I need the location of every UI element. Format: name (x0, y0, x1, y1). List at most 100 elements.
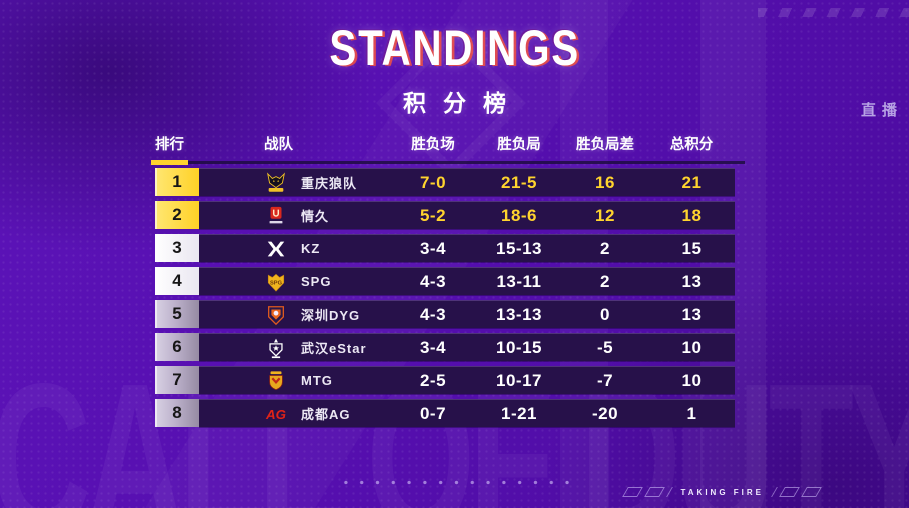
points: 10 (681, 337, 702, 357)
wl-matches: 0-7 (419, 403, 447, 423)
taking-fire-deco: TAKING FIRE (622, 487, 822, 497)
dyg-logo (265, 304, 287, 326)
team-name: 成都AG (301, 407, 351, 422)
game-diff: 12 (595, 205, 615, 225)
rank-cell: 7 (155, 366, 199, 394)
rank-value: 1 (172, 172, 182, 191)
wolves-logo (265, 171, 287, 194)
wl-games: 10-15 (496, 337, 542, 357)
table-row: 5 深圳DYG 4-3 13-13 0 13 (155, 300, 735, 328)
rank-value: 4 (172, 271, 182, 290)
row-band: SPG SPG 4-3 13-11 2 13 (199, 267, 735, 295)
rank-cell: 3 (155, 234, 199, 262)
rank-value: 3 (172, 238, 182, 257)
wl-matches: 7-0 (419, 172, 447, 192)
header-rank: 排行 (155, 137, 184, 153)
table-row: 4 SPG SPG 4-3 13-11 2 13 (155, 267, 735, 295)
team-name: 武汉eStar (301, 341, 367, 356)
svg-text:SPG: SPG (270, 280, 283, 286)
rank-value: 2 (172, 205, 182, 224)
team-cell: SPG SPG (199, 268, 390, 295)
table-body: 1 重庆狼队 7-0 21-5 16 21 2 情久 (155, 168, 735, 427)
points: 15 (681, 238, 702, 258)
row-band: KZ 3-4 15-13 2 15 (199, 234, 735, 262)
team-cell: 情久 (199, 202, 390, 229)
slash-icon (666, 487, 674, 497)
parallelogram-icon (779, 487, 800, 497)
header-wl-games: 胜负局 (497, 137, 541, 153)
header-game-diff: 胜负局差 (576, 137, 634, 153)
team-name: SPG (301, 274, 332, 289)
points: 10 (681, 370, 702, 390)
estar-logo (265, 337, 287, 359)
rank-value: 7 (172, 370, 182, 389)
page-title: STANDINGS (329, 19, 580, 76)
rank-cell: 6 (155, 333, 199, 361)
wl-matches: 3-4 (419, 238, 447, 258)
header-wl-matches: 胜负场 (411, 137, 455, 153)
game-diff: 0 (600, 304, 610, 324)
points: 21 (681, 172, 702, 192)
team-name: 情久 (301, 209, 330, 224)
rank-value: 8 (172, 403, 182, 422)
wl-matches: 4-3 (419, 304, 447, 324)
team-name: 重庆狼队 (301, 176, 358, 191)
standings-table: 排行 战队 胜负场 胜负局 胜负局差 总积分 1 重庆狼队 7-0 21-5 1… (151, 131, 745, 427)
wl-matches: 3-4 (419, 337, 447, 357)
row-band: 情久 5-2 18-6 12 18 (199, 201, 735, 229)
wl-matches: 2-5 (419, 370, 447, 390)
header-underline-gold-segment (151, 160, 188, 165)
table-row: 2 情久 5-2 18-6 12 18 (155, 201, 735, 229)
kz-logo (265, 238, 287, 260)
game-diff: 16 (595, 172, 615, 192)
table-row: 6 武汉eStar 3-4 10-15 -5 10 (155, 333, 735, 361)
table-row: 7 MTG 2-5 10-17 -7 10 (155, 366, 735, 394)
table-header-row: 排行 战队 胜负场 胜负局 胜负局差 总积分 (155, 131, 735, 156)
wl-games: 21-5 (500, 172, 538, 192)
hatch-stripes-deco (758, 8, 909, 17)
wl-matches: 4-3 (419, 271, 447, 291)
points: 13 (681, 304, 702, 324)
table-row: 3 KZ 3-4 15-13 2 15 (155, 234, 735, 262)
table-row: 1 重庆狼队 7-0 21-5 16 21 (155, 168, 735, 196)
row-band: AG 成都AG 0-7 1-21 -20 1 (199, 399, 735, 427)
row-band: 深圳DYG 4-3 13-13 0 13 (199, 300, 735, 328)
points: 1 (686, 403, 697, 423)
rank-value: 5 (172, 304, 182, 323)
taking-fire-label: TAKING FIRE (680, 487, 764, 497)
live-tab[interactable]: 直播 (860, 102, 903, 119)
parallelogram-icon (801, 487, 822, 497)
mtg-logo (265, 370, 287, 392)
wl-games: 15-13 (496, 238, 542, 258)
ag-logo: AG (265, 403, 287, 425)
wl-games: 13-11 (496, 271, 542, 291)
team-cell: 深圳DYG (199, 301, 390, 328)
row-band: 武汉eStar 3-4 10-15 -5 10 (199, 333, 735, 361)
team-name: 深圳DYG (301, 308, 361, 323)
game-diff: -5 (596, 337, 614, 357)
game-diff: 2 (600, 271, 610, 291)
points: 13 (681, 271, 702, 291)
title-block: STANDINGS 积分榜 (0, 19, 909, 118)
wl-games: 18-6 (500, 205, 538, 225)
team-name: KZ (301, 241, 321, 256)
wl-games: 10-17 (496, 370, 542, 390)
table-row: 8 AG 成都AG 0-7 1-21 -20 1 (155, 399, 735, 427)
spg-logo: SPG (265, 271, 287, 293)
team-cell: MTG (199, 367, 390, 394)
page-subtitle: 积分榜 (403, 90, 523, 116)
header-team: 战队 (264, 137, 293, 153)
qj-logo (265, 205, 287, 227)
wl-games: 1-21 (500, 403, 538, 423)
game-diff: -7 (596, 370, 614, 390)
points: 18 (681, 205, 702, 225)
rank-cell: 2 (155, 201, 199, 229)
row-band: MTG 2-5 10-17 -7 10 (199, 366, 735, 394)
team-cell: 重庆狼队 (199, 169, 390, 196)
wl-games: 13-13 (496, 304, 542, 324)
rank-cell: 4 (155, 267, 199, 295)
parallelogram-icon (644, 487, 666, 497)
team-name: MTG (301, 373, 333, 388)
parallelogram-icon (622, 487, 644, 497)
